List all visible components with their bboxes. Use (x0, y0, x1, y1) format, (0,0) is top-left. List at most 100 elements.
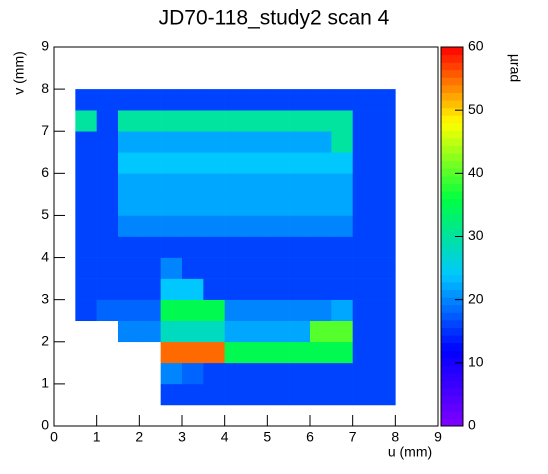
heatmap-cell (160, 383, 183, 406)
x-tick-label: 4 (221, 429, 229, 445)
heatmap-cell (118, 131, 140, 153)
heatmap-cell (246, 89, 268, 111)
heatmap-cell (352, 278, 375, 300)
colorbar-segment (441, 62, 463, 71)
colorbar-label: µrad (507, 54, 523, 82)
x-tick-label: 7 (349, 429, 357, 445)
colorbar-segment (441, 160, 463, 169)
colorbar-segment (441, 289, 463, 298)
heatmap-cell (374, 173, 396, 195)
colorbar-segment (441, 175, 463, 184)
heatmap-cell (267, 110, 289, 132)
heatmap-cell (160, 278, 183, 300)
colorbar-segment (441, 350, 463, 359)
heatmap-cell (310, 152, 332, 174)
heatmap-cell (374, 278, 396, 300)
x-tick-label: 5 (263, 429, 271, 445)
heatmap-cell (288, 173, 311, 195)
heatmap-cell (352, 299, 375, 322)
heatmap-cell (224, 89, 247, 111)
heatmap-cell (160, 257, 183, 279)
heatmap-cell (267, 194, 289, 216)
heatmap-cell (288, 110, 311, 132)
heatmap-cell (246, 236, 268, 258)
heatmap-cell (96, 215, 119, 237)
heatmap-cell (75, 152, 97, 174)
heatmap-cell (352, 236, 375, 258)
colorbar-segment (441, 130, 463, 139)
heatmap-cell (310, 278, 332, 300)
colorbar-segment (441, 69, 463, 78)
heatmap-cell (288, 215, 311, 237)
heatmap-cell (288, 236, 311, 258)
heatmap-cell (96, 194, 119, 216)
heatmap-cell (352, 152, 375, 174)
heatmap-cell (352, 173, 375, 195)
heatmap-cell (267, 215, 289, 237)
colorbar-segment (441, 221, 463, 230)
heatmap-cell (182, 341, 204, 364)
heatmap-cell (224, 131, 247, 153)
heatmap-cell (203, 341, 225, 364)
heatmap-cell (203, 215, 225, 237)
heatmap-cell (288, 89, 311, 111)
heatmap-cell (96, 299, 119, 322)
x-tick-label: 3 (178, 429, 186, 445)
heatmap-cell (374, 257, 396, 279)
heatmap-cell (139, 320, 161, 343)
heatmap-cell (203, 173, 225, 195)
heatmap-cell (203, 278, 225, 300)
y-tick-label: 4 (41, 248, 49, 264)
heatmap-cell (160, 131, 183, 153)
heatmap-cell (267, 383, 289, 406)
heatmap-cell (182, 173, 204, 195)
colorbar-segment (441, 47, 463, 56)
heatmap-cell (374, 194, 396, 216)
colorbar-segment (441, 380, 463, 389)
heatmap-cell (75, 89, 97, 111)
heatmap-cell (246, 152, 268, 174)
heatmap-cell (182, 131, 204, 153)
heatmap-cell (139, 257, 161, 279)
colorbar-segment (441, 304, 463, 313)
heatmap-cell (224, 341, 247, 364)
colorbar-tick-label: 20 (468, 290, 484, 306)
heatmap-cell (118, 173, 140, 195)
heatmap-cell (288, 299, 311, 322)
heatmap-cell (246, 341, 268, 364)
heatmap-cell (160, 341, 183, 364)
colorbar-segment (441, 312, 463, 321)
x-tick-label: 2 (135, 429, 143, 445)
heatmap-cell (160, 362, 183, 385)
heatmap-cell (139, 173, 161, 195)
heatmap-cell (374, 362, 396, 385)
y-axis-label: v (mm) (11, 51, 27, 95)
heatmap-cell (182, 278, 204, 300)
colorbar-segment (441, 372, 463, 382)
heatmap-cell (203, 89, 225, 111)
colorbar-segment (441, 77, 463, 86)
heatmap-cell (160, 173, 183, 195)
heatmap-cell (182, 152, 204, 174)
heatmap-cell (96, 236, 119, 258)
colorbar-tick-label: 0 (468, 417, 476, 433)
heatmap-cell (374, 383, 396, 406)
heatmap-cell (96, 278, 119, 300)
heatmap-cell (182, 257, 204, 279)
heatmap-cell (203, 131, 225, 153)
heatmap-cell (267, 341, 289, 364)
heatmap-cell (224, 173, 247, 195)
heatmap-cell (352, 383, 375, 406)
heatmap-cell (288, 131, 311, 153)
colorbar-segment (441, 198, 463, 207)
heatmap-cell (203, 110, 225, 132)
heatmap-cell (331, 173, 353, 195)
heatmap-cell (331, 341, 353, 364)
heatmap-cell (75, 110, 97, 132)
colorbar-segment (441, 153, 463, 162)
heatmap-cell (139, 131, 161, 153)
colorbar-segment (441, 183, 463, 192)
colorbar-tick-label: 10 (468, 354, 484, 370)
heatmap-cell (96, 89, 119, 111)
colorbar-segment (441, 107, 463, 116)
